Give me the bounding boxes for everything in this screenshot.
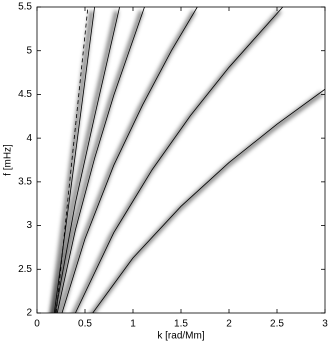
- ridges: [49, 9, 324, 313]
- x-tick-label: 0: [34, 319, 40, 330]
- y-axis-label: f [mHz]: [3, 144, 14, 176]
- power-ridge: [58, 9, 197, 313]
- x-tick-label: 2: [226, 319, 232, 330]
- x-tick-label: 1.5: [174, 319, 188, 330]
- y-tick-label: 5.5: [18, 2, 32, 13]
- mode-line: [75, 7, 284, 313]
- plot-frame: [36, 6, 326, 314]
- y-tick-label: 4.5: [18, 89, 32, 100]
- y-tick-label: 4: [26, 133, 32, 144]
- mode-line: [53, 7, 95, 313]
- mode-line: [61, 7, 198, 313]
- lines: [53, 7, 325, 313]
- y-tick-label: 2: [26, 308, 32, 319]
- y-tick-label: 3: [26, 220, 32, 231]
- y-tick-label: 5: [26, 45, 32, 56]
- power-ridge: [53, 10, 144, 313]
- plot-area: [37, 7, 325, 313]
- mode-line: [55, 7, 89, 313]
- mode-line: [92, 88, 325, 313]
- x-tick-label: 1: [130, 319, 136, 330]
- mode-line: [56, 7, 145, 313]
- y-tick-label: 3.5: [18, 176, 32, 187]
- x-tick-label: 2.5: [270, 319, 284, 330]
- x-axis-label: k [rad/Mm]: [157, 331, 204, 342]
- y-tick-label: 2.5: [18, 264, 32, 275]
- mode-line: [54, 7, 120, 313]
- power-ridge: [50, 10, 119, 313]
- x-tick-label: 0.5: [78, 319, 92, 330]
- x-tick-label: 3: [322, 319, 328, 330]
- power-ridge: [49, 10, 94, 313]
